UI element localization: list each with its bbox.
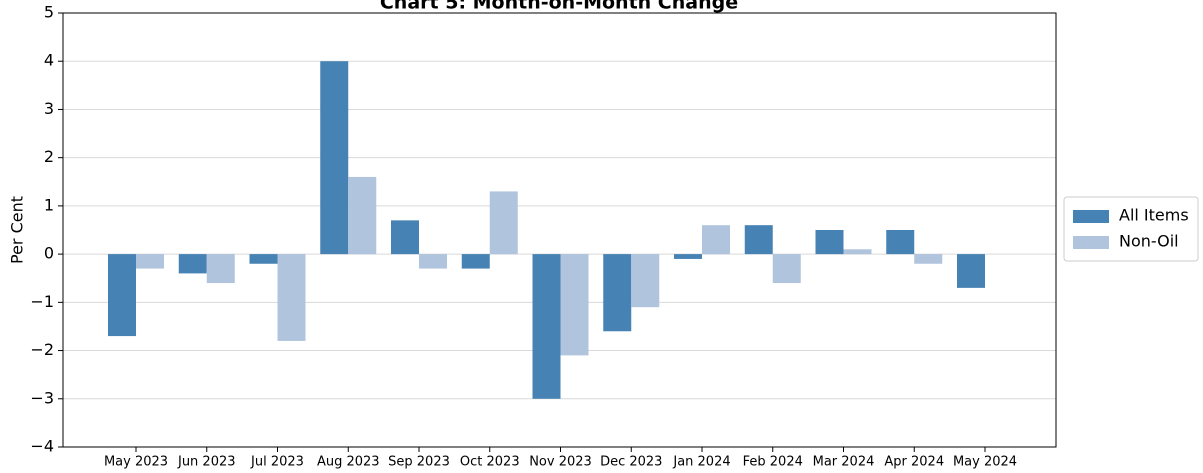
bar bbox=[744, 225, 773, 255]
bars bbox=[108, 61, 985, 399]
x-tick-label: Dec 2023 bbox=[600, 455, 662, 470]
bar bbox=[277, 254, 306, 341]
bar bbox=[560, 254, 589, 356]
legend-swatch bbox=[1073, 236, 1109, 249]
bar bbox=[419, 254, 447, 269]
x-tick-label: Sep 2023 bbox=[388, 455, 450, 470]
x-tick-label: Apr 2024 bbox=[884, 455, 944, 470]
plot-frame bbox=[62, 12, 1057, 448]
bar bbox=[843, 249, 872, 255]
y-axis-label: Per Cent bbox=[8, 196, 27, 264]
y-tick-label: 0 bbox=[44, 244, 54, 263]
bar bbox=[886, 230, 915, 255]
bar bbox=[702, 225, 730, 255]
y-tick-label: 4 bbox=[44, 51, 54, 70]
legend-label: All Items bbox=[1119, 206, 1189, 225]
bar bbox=[348, 176, 377, 255]
y-tick-label: −4 bbox=[30, 437, 54, 456]
x-tick-label: Feb 2024 bbox=[743, 455, 803, 470]
bar bbox=[249, 254, 278, 264]
bar bbox=[206, 254, 235, 284]
x-tick-label: Aug 2023 bbox=[317, 455, 380, 470]
x-tick-label: Oct 2023 bbox=[460, 455, 520, 470]
bar bbox=[136, 254, 164, 269]
y-tick-label: 1 bbox=[44, 195, 54, 214]
x-tick-label: May 2024 bbox=[953, 455, 1017, 470]
x-tick-label: Jul 2023 bbox=[250, 455, 304, 470]
legend-label: Non-Oil bbox=[1119, 232, 1179, 251]
bar bbox=[957, 254, 985, 288]
x-tick-label: Jun 2023 bbox=[177, 455, 236, 470]
bar bbox=[178, 254, 207, 274]
bar bbox=[532, 254, 561, 399]
y-tick-label: 3 bbox=[44, 99, 54, 118]
y-tick-label: −3 bbox=[30, 388, 54, 407]
bar bbox=[631, 254, 660, 308]
bar bbox=[489, 191, 518, 255]
x-tick-label: May 2023 bbox=[104, 455, 168, 470]
bar bbox=[772, 254, 801, 284]
y-tick-label: −2 bbox=[30, 340, 54, 359]
y-tick-label: 2 bbox=[44, 147, 54, 166]
y-tick-label: 5 bbox=[44, 3, 54, 22]
bar bbox=[108, 254, 136, 337]
bar bbox=[461, 254, 490, 269]
x-tick-label: Nov 2023 bbox=[529, 455, 592, 470]
x-tick-label: Jan 2024 bbox=[672, 455, 730, 470]
legend-swatch bbox=[1073, 210, 1109, 223]
y-tick-label: −1 bbox=[30, 292, 54, 311]
bar bbox=[603, 254, 632, 332]
chart-title: Chart 5: Month-on-Month Change bbox=[380, 0, 738, 14]
bar bbox=[674, 254, 702, 259]
bar bbox=[320, 61, 349, 255]
bar bbox=[391, 220, 419, 255]
x-tick-label: Mar 2024 bbox=[813, 455, 875, 470]
bar bbox=[815, 230, 844, 255]
bar bbox=[914, 254, 943, 264]
